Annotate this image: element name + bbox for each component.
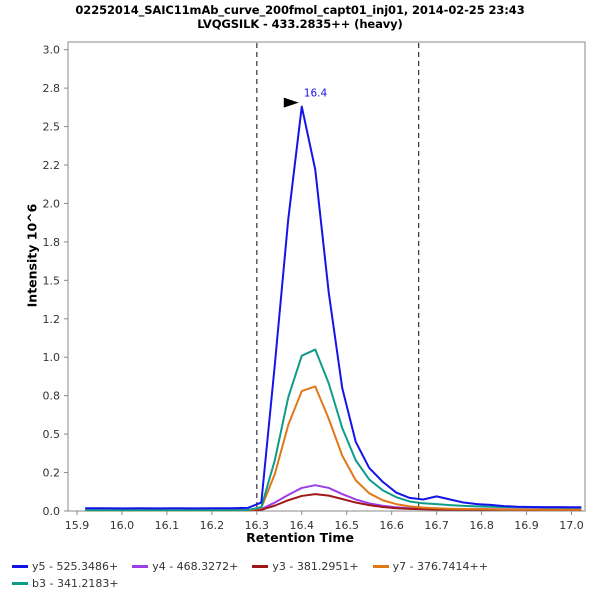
y-axis-tick-label: 1.5	[43, 274, 61, 287]
legend-color-swatch	[132, 565, 149, 568]
y-axis-tick-label: 0.2	[43, 467, 61, 480]
x-axis-tick-label: 16.7	[424, 519, 449, 532]
x-axis-tick-label: 16.8	[469, 519, 494, 532]
legend-item-label: y4 - 468.3272+	[152, 560, 239, 573]
x-axis-tick-label: 16.0	[110, 519, 135, 532]
x-axis-tick-label: 17.0	[559, 519, 584, 532]
legend-item[interactable]: y7 - 376.7414++	[372, 558, 488, 575]
x-axis-tick-label: 16.2	[200, 519, 225, 532]
peak-apex-label: 16.4	[304, 88, 328, 100]
chart-subtitle-line: LVQGSILK - 433.2835++ (heavy)	[197, 17, 403, 31]
legend-item[interactable]: b3 - 341.2183+	[12, 575, 119, 592]
legend-color-swatch	[12, 582, 28, 585]
legend-item[interactable]: y3 - 381.2951+	[252, 558, 359, 575]
legend-item-label: y7 - 376.7414++	[392, 560, 488, 573]
series-line	[84, 105, 582, 510]
y-axis-tick-label: 2.0	[43, 197, 61, 210]
x-axis-tick-label: 16.3	[245, 519, 270, 532]
x-axis-label: Retention Time	[246, 530, 354, 545]
legend-color-swatch	[252, 565, 269, 568]
y-axis-tick-label: 1.8	[43, 236, 61, 249]
legend-item-label: y3 - 381.2951+	[272, 560, 359, 573]
x-axis-tick-label: 16.1	[155, 519, 180, 532]
y-axis-tick-label: 0.5	[43, 428, 61, 441]
x-axis-tick-label: 16.9	[514, 519, 539, 532]
legend-color-swatch	[12, 565, 28, 568]
legend-color-swatch	[372, 565, 389, 568]
legend-row-primary: y5 - 525.3486+ y4 - 468.3272+ y3 - 381.295…	[12, 558, 600, 575]
y-axis-tick-label: 2.2	[43, 159, 61, 172]
legend-item[interactable]: y4 - 468.3272+	[132, 558, 238, 575]
legend-item[interactable]: y5 - 525.3486+	[12, 558, 118, 575]
x-axis-tick-label: 16.4	[290, 519, 315, 532]
y-axis-tick-label: 2.5	[43, 121, 61, 134]
chart-title: 02252014_SAIC11mAb_curve_200fmol_capt01_…	[0, 3, 600, 31]
y-axis-tick-label: 2.8	[43, 82, 61, 95]
x-axis-tick-label: 16.5	[334, 519, 359, 532]
legend-row-secondary: b3 - 341.2183+	[12, 575, 600, 592]
y-axis-tick-label: 1.2	[43, 313, 61, 326]
legend-item-label: b3 - 341.2183+	[32, 577, 119, 590]
legend-item-label: y5 - 525.3486+	[32, 560, 119, 573]
peak-apex-arrow-icon	[283, 97, 299, 108]
x-axis-tick-label: 15.9	[65, 519, 90, 532]
y-axis-tick-label: 3.0	[43, 44, 61, 57]
y-axis-tick-label: 1.0	[43, 351, 61, 364]
x-axis-tick-label: 16.6	[379, 519, 404, 532]
chart-legend: y5 - 525.3486+ y4 - 468.3272+ y3 - 381.295…	[12, 558, 600, 592]
y-axis-tick-label: 0.8	[43, 390, 61, 403]
chart-title-line: 02252014_SAIC11mAb_curve_200fmol_capt01_…	[75, 3, 525, 17]
y-axis-tick-label: 0.0	[43, 505, 61, 518]
